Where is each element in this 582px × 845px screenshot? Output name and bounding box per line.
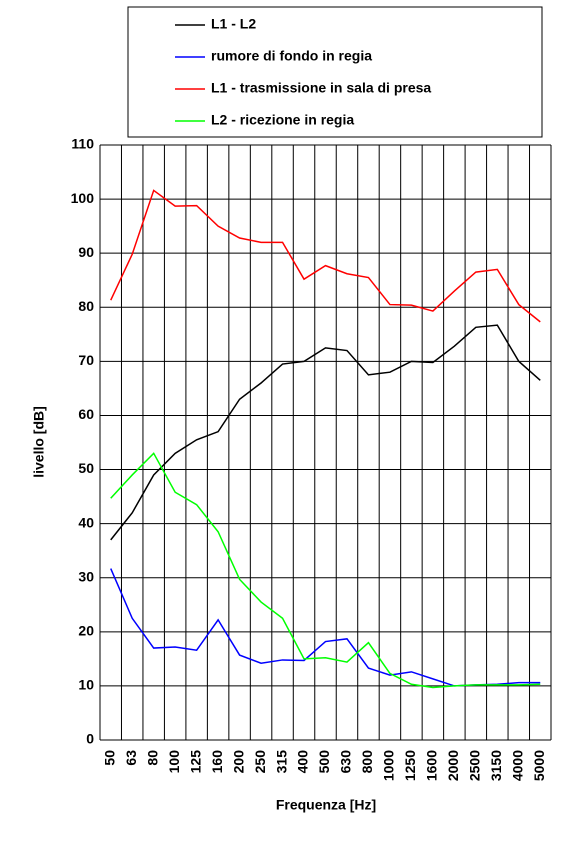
x-tick-label: 315 bbox=[273, 750, 289, 774]
y-tick-label: 110 bbox=[71, 136, 94, 152]
x-tick-label: 160 bbox=[209, 750, 225, 774]
x-tick-label: 4000 bbox=[509, 750, 525, 781]
y-tick-label: 40 bbox=[78, 514, 94, 530]
x-tick-label: 80 bbox=[144, 750, 160, 766]
x-tick-label: 400 bbox=[295, 750, 311, 774]
x-tick-label: 1250 bbox=[402, 750, 418, 781]
line-series bbox=[110, 324, 541, 541]
y-tick-label: 70 bbox=[78, 352, 94, 368]
x-tick-label: 2500 bbox=[467, 750, 483, 781]
x-tick-label: 1600 bbox=[424, 750, 440, 781]
x-tick-label: 1000 bbox=[381, 750, 397, 781]
line-series bbox=[110, 189, 541, 323]
x-axis-label: Frequenza [Hz] bbox=[276, 797, 376, 813]
legend-box bbox=[127, 6, 543, 138]
x-tick-label: 500 bbox=[316, 750, 332, 774]
y-tick-label: 100 bbox=[71, 190, 95, 206]
y-tick-label: 10 bbox=[78, 677, 94, 693]
x-tick-label: 50 bbox=[101, 750, 117, 766]
x-tick-label: 5000 bbox=[531, 750, 547, 781]
line-series bbox=[110, 568, 541, 687]
legend-label: rumore di fondo in regia bbox=[211, 48, 372, 64]
y-tick-label: 20 bbox=[78, 623, 94, 639]
y-tick-label: 0 bbox=[86, 731, 94, 747]
y-axis-label: livello [dB] bbox=[31, 406, 47, 478]
legend-label: L2 - ricezione in regia bbox=[211, 112, 354, 128]
line-series bbox=[110, 452, 541, 689]
legend-label: L1 - trasmissione in sala di presa bbox=[211, 80, 431, 96]
y-tick-label: 60 bbox=[78, 406, 94, 422]
x-tick-label: 125 bbox=[187, 750, 203, 774]
y-tick-label: 50 bbox=[78, 460, 94, 476]
x-tick-label: 100 bbox=[166, 750, 182, 774]
x-tick-label: 2000 bbox=[445, 750, 461, 781]
x-tick-label: 800 bbox=[359, 750, 375, 774]
y-tick-label: 30 bbox=[78, 568, 94, 584]
y-tick-label: 80 bbox=[78, 298, 94, 314]
x-tick-label: 250 bbox=[252, 750, 268, 774]
x-tick-label: 3150 bbox=[488, 750, 504, 781]
x-tick-label: 63 bbox=[123, 750, 139, 766]
x-tick-label: 630 bbox=[338, 750, 354, 774]
x-tick-label: 200 bbox=[230, 750, 246, 774]
y-tick-label: 90 bbox=[78, 244, 94, 260]
legend-label: L1 - L2 bbox=[211, 16, 256, 32]
